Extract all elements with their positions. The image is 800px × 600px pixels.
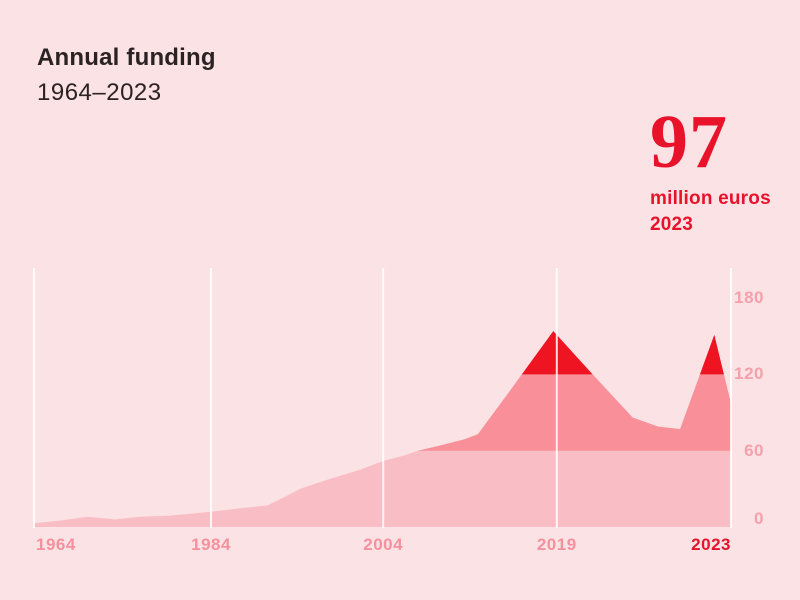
x-axis-label-2019: 2019 — [536, 535, 577, 554]
y-axis-label-0: 0 — [754, 509, 764, 528]
highlight-unit: million euros — [650, 188, 771, 209]
highlight-callout: 97 million euros 2023 — [650, 104, 800, 236]
x-axis-label-1984: 1984 — [191, 535, 231, 554]
x-axis-label-1964: 1964 — [36, 535, 76, 554]
highlight-value: 97 — [650, 100, 728, 184]
x-axis-label-2023: 2023 — [691, 535, 731, 554]
highlight-year: 2023 — [650, 214, 694, 235]
x-axis-label-2004: 2004 — [363, 535, 404, 554]
area-band-120-204 — [521, 331, 724, 375]
area-band-60-120 — [417, 331, 731, 451]
y-axis-label-120: 120 — [734, 364, 764, 384]
y-axis-label-180: 180 — [734, 288, 764, 308]
page-title: Annual funding — [37, 44, 216, 71]
page-subtitle: 1964–2023 — [37, 78, 162, 106]
y-axis-label-60: 60 — [744, 440, 764, 460]
chart-header: Annual funding 1964–2023 — [37, 44, 216, 108]
